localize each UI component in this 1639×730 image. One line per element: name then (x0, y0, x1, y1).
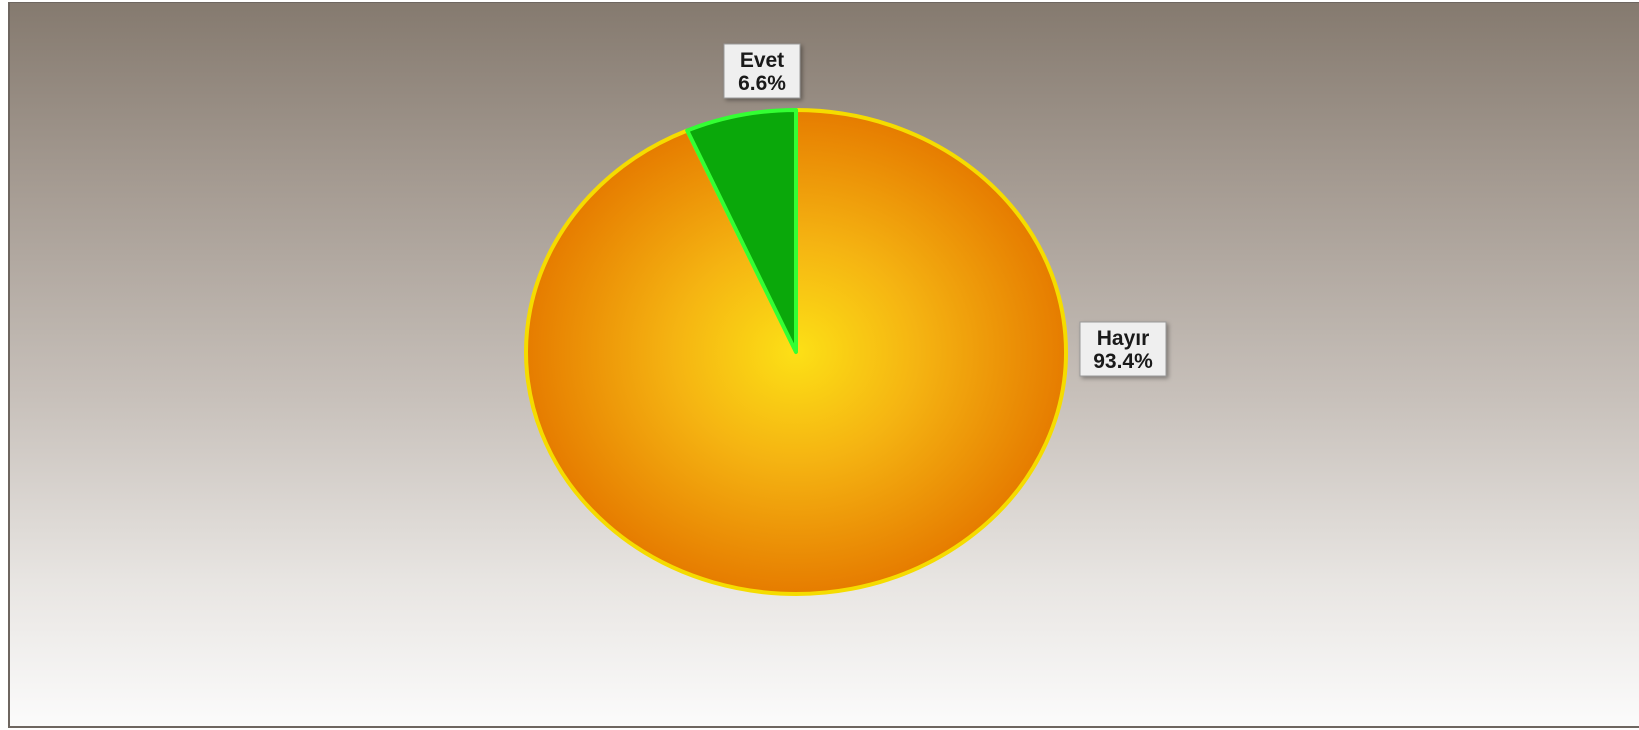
pie-slices (524, 108, 1068, 596)
slice-label-box (723, 43, 801, 99)
slice-label-name: Evet (740, 49, 784, 72)
slice-label-box (1079, 321, 1167, 377)
chart-frame: Evet 6.6% Hayır 93.4% (8, 2, 1639, 728)
slice-label-value: 93.4% (1093, 350, 1153, 373)
slice-label-name: Hayır (1097, 327, 1150, 350)
pie-slice-evet (685, 108, 798, 354)
slice-label-value: 6.6% (738, 72, 786, 95)
